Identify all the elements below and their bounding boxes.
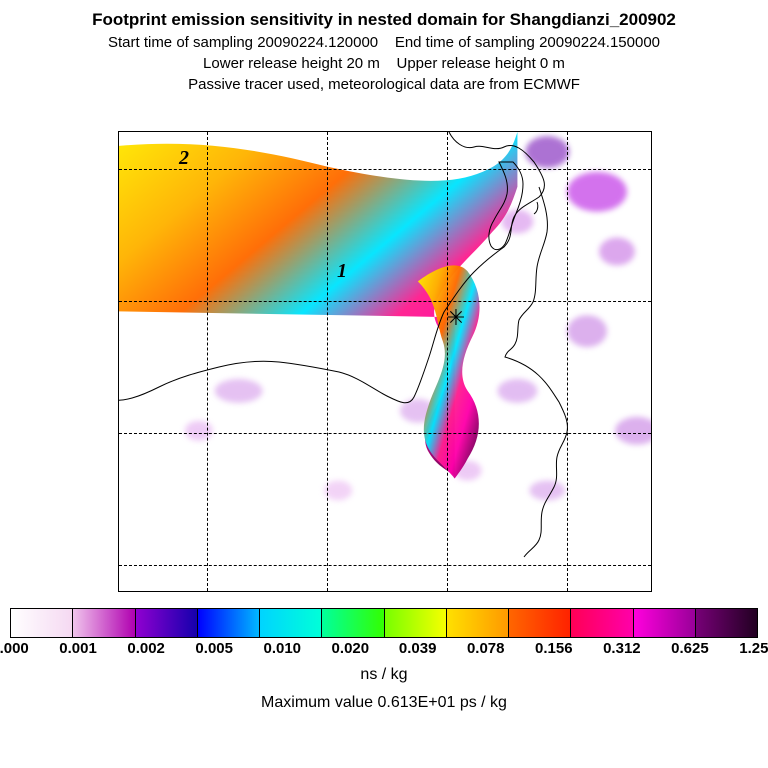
region-label-2: 2 [179, 147, 189, 170]
colorbar-segment-2 [136, 609, 198, 637]
colorbar-segment-8 [509, 609, 571, 637]
colorbar-strip [10, 608, 758, 638]
colorbar-section: 0.000 0.001 0.002 0.005 0.010 0.020 0.03… [10, 608, 758, 712]
plot-title: Footprint emission sensitivity in nested… [0, 8, 768, 32]
colorbar-segment-9 [571, 609, 633, 637]
tracer-info-line: Passive tracer used, meteorological data… [0, 74, 768, 95]
release-height-line: Lower release height 20 m Upper release … [0, 53, 768, 74]
header-section: Footprint emission sensitivity in nested… [0, 8, 768, 95]
colorbar-units-label: ns / kg [10, 666, 758, 684]
colorbar-tick-labels: 0.000 0.001 0.002 0.005 0.010 0.020 0.03… [10, 640, 758, 660]
sampling-time-line: Start time of sampling 20090224.120000 E… [0, 32, 768, 53]
coastline-overlay [119, 132, 652, 592]
colorbar-segment-5 [322, 609, 384, 637]
colorbar-segment-7 [447, 609, 509, 637]
colorbar-segment-10 [634, 609, 696, 637]
max-value-label: Maximum value 0.613E+01 ps / kg [10, 694, 758, 712]
colorbar-segment-0 [11, 609, 73, 637]
colorbar-segment-3 [198, 609, 260, 637]
source-star-marker[interactable]: ✳ [447, 305, 465, 331]
colorbar-segment-11 [696, 609, 757, 637]
region-label-1: 1 [337, 260, 347, 283]
colorbar-segment-4 [260, 609, 322, 637]
colorbar-segment-6 [385, 609, 447, 637]
colorbar-segment-1 [73, 609, 135, 637]
map-plot-area[interactable]: 2 1 ✳ [118, 131, 652, 592]
